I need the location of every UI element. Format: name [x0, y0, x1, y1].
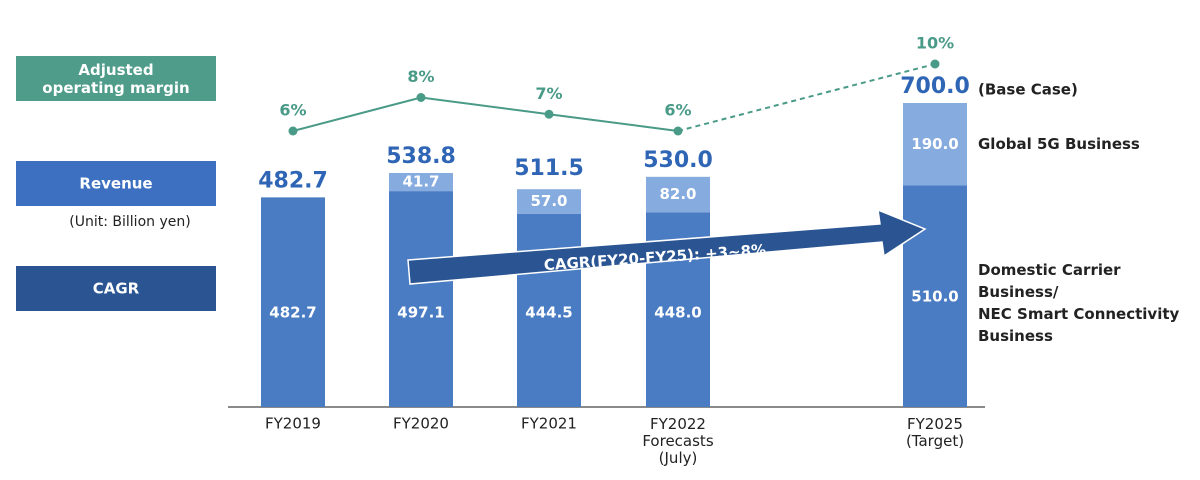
bar-segment: [903, 185, 967, 407]
bar-segment: [903, 103, 967, 186]
margin-label: Adjusted operating margin: [42, 61, 189, 97]
total-label: 482.7: [258, 168, 328, 193]
x-tick-label: FY2020: [393, 415, 449, 433]
margin-point: [930, 59, 940, 69]
total-label: 511.5: [514, 156, 584, 181]
margin-label: 6%: [664, 101, 691, 120]
x-tick-label: FY2025 (Target): [906, 415, 964, 450]
bars: [261, 103, 967, 407]
value-label: 497.1: [397, 304, 444, 322]
cagr-box: [16, 266, 216, 311]
total-label: 538.8: [386, 144, 456, 169]
bar-segment: [261, 197, 325, 407]
bar-segment: [389, 173, 453, 192]
margin-box: [16, 56, 216, 101]
x-tick-label: FY2021: [521, 415, 577, 433]
bar-segment: [517, 213, 581, 407]
base-case: (Base Case): [978, 81, 1078, 99]
value-label: 190.0: [911, 135, 958, 153]
value-label: 57.0: [530, 192, 567, 210]
series-name: Domestic Carrier Business/NEC Smart Conne…: [978, 261, 1180, 345]
margin-point: [544, 109, 554, 119]
total-label: 530.0: [643, 148, 713, 173]
unit-label: (Unit: Billion yen): [69, 214, 190, 230]
margin-point: [673, 126, 683, 136]
value-label: 444.5: [525, 304, 572, 322]
x-tick-label: FY2022 Forecasts (July): [642, 415, 713, 467]
margin-label: 8%: [407, 67, 434, 86]
revenue-box: [16, 161, 216, 206]
margin-label: 7%: [535, 84, 562, 103]
total-label: 700.0: [900, 74, 970, 99]
value-label: 82.0: [659, 185, 696, 203]
value-label: 482.7: [269, 304, 316, 322]
bar-segment: [389, 191, 453, 407]
margin-point: [416, 93, 426, 102]
series-name: Global 5G Business: [978, 135, 1140, 153]
cagr-arrow: [407, 208, 927, 285]
margin-point: [288, 126, 298, 136]
bar-segment: [517, 189, 581, 214]
margin-line-forecast: [677, 63, 936, 132]
value-label: 448.0: [654, 304, 701, 322]
value-label: 41.7: [402, 173, 439, 191]
x-tick-label: FY2019: [265, 415, 321, 433]
revenue-label: Revenue: [79, 175, 152, 193]
margin-label: 10%: [916, 34, 954, 53]
cagr-label: CAGR: [93, 280, 140, 298]
margin-line: [292, 96, 679, 132]
margin-label: 6%: [279, 101, 306, 120]
bar-segment: [646, 176, 710, 213]
value-label: 510.0: [911, 288, 958, 306]
